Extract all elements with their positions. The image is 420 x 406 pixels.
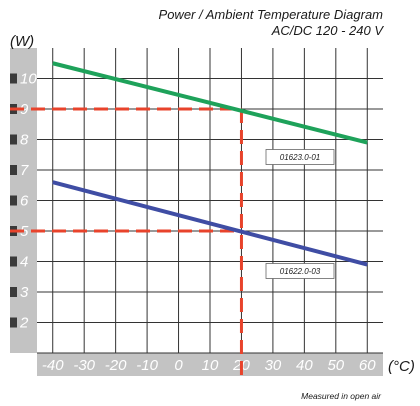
series-label: 01623.0-01: [280, 153, 320, 162]
reference-lines: [10, 107, 243, 376]
x-tick-label: 10: [202, 357, 219, 374]
x-tick-label: 50: [327, 357, 344, 374]
y-tick-label: 4: [20, 254, 28, 271]
y-tick-marker: [10, 165, 17, 175]
x-axis-unit: (°C): [388, 358, 415, 375]
chart-title: Power / Ambient Temperature Diagram: [159, 7, 384, 22]
x-tick-label: -20: [105, 357, 127, 374]
y-tick-label: 9: [20, 101, 29, 118]
series-labels: 01623.0-01 01622.0-03: [265, 149, 335, 279]
x-tick-label: 60: [359, 357, 376, 374]
x-tick-label: 40: [296, 357, 313, 374]
chart-frame: [10, 48, 383, 376]
x-axis-band: [37, 353, 383, 376]
x-tick-label: -30: [73, 357, 95, 374]
x-tick-label: -40: [42, 357, 64, 374]
x-tick-label: 0: [174, 357, 183, 374]
y-tick-label: 5: [20, 223, 29, 240]
y-tick-label: 2: [19, 315, 29, 332]
series-lines: [52, 61, 368, 267]
y-tick-label: 6: [20, 193, 29, 210]
series-label-box: [265, 263, 335, 279]
chart-subtitle: AC/DC 120 - 240 V: [271, 23, 385, 38]
y-tick-marker: [10, 195, 17, 206]
x-tick-label: 30: [265, 357, 282, 374]
x-tick-label: -10: [136, 357, 158, 374]
y-tick-marker: [10, 287, 17, 297]
series-label-box: [265, 149, 335, 165]
y-tick-label: 8: [20, 132, 29, 149]
y-tick-marker: [10, 317, 17, 328]
y-tick-label: 3: [20, 284, 29, 301]
y-tick-marker: [10, 256, 17, 267]
y-tick-marker: [10, 73, 17, 84]
series-label: 01622.0-03: [280, 267, 321, 276]
y-tick-label: 10: [20, 71, 37, 88]
footnote: Measured in open air: [301, 391, 382, 401]
y-tick-marker: [10, 134, 17, 145]
series-line: [52, 180, 368, 267]
y-tick-label: 7: [20, 162, 29, 179]
series-line: [52, 61, 368, 145]
y-axis-unit: (W): [10, 33, 34, 50]
